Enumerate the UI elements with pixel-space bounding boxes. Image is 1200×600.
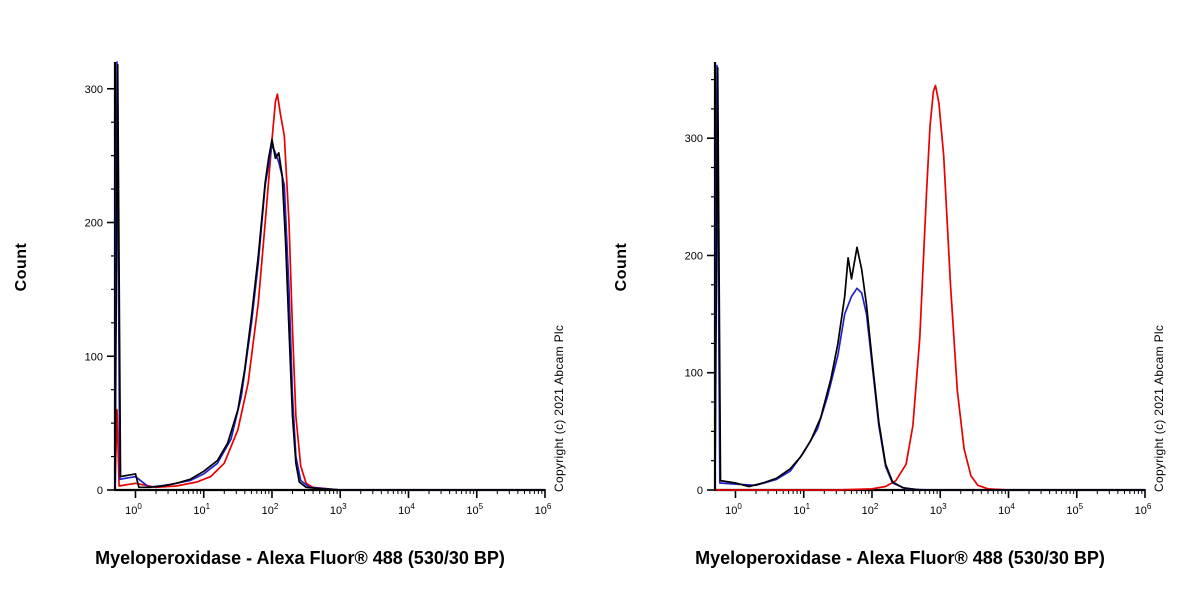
flow-histogram-panel-left: 0 100 200 300 100 101 102 103 104 105 106 Count Co… <box>13 61 566 568</box>
flow-histogram-panel-right: 0 100 200 300 100 101 102 103 104 105 106 Count Co… <box>600 0 1200 600</box>
svg-text:100: 100 <box>125 502 142 517</box>
x-axis-label: Myeloperoxidase - Alexa Fluor® 488 (530/… <box>95 548 505 568</box>
svg-text:200: 200 <box>85 218 103 230</box>
copyright-text: Copyright (c) 2021 Abcam Plc <box>1152 324 1166 492</box>
histogram-plot: 0 100 200 300 100 101 102 103 104 105 106 <box>85 61 552 517</box>
y-axis-label: Count <box>613 242 630 292</box>
svg-text:104: 104 <box>398 502 415 517</box>
svg-text:100: 100 <box>725 502 742 517</box>
svg-text:300: 300 <box>85 84 103 96</box>
svg-text:105: 105 <box>466 502 483 517</box>
svg-text:106: 106 <box>535 502 552 517</box>
svg-text:101: 101 <box>793 502 810 517</box>
svg-text:100: 100 <box>85 351 103 363</box>
svg-text:0: 0 <box>697 485 703 497</box>
svg-text:300: 300 <box>685 133 703 145</box>
svg-text:103: 103 <box>930 502 947 517</box>
svg-text:104: 104 <box>998 502 1015 517</box>
svg-text:200: 200 <box>685 250 703 262</box>
svg-text:100: 100 <box>685 368 703 380</box>
y-axis-label: Count <box>13 242 30 292</box>
svg-text:0: 0 <box>97 485 103 497</box>
copyright-text: Copyright (c) 2021 Abcam Plc <box>552 324 566 492</box>
svg-text:106: 106 <box>1135 502 1152 517</box>
svg-text:102: 102 <box>262 502 279 517</box>
x-axis-label: Myeloperoxidase - Alexa Fluor® 488 (530/… <box>695 548 1105 568</box>
histogram-plot: 0 100 200 300 100 101 102 103 104 105 106 <box>685 62 1152 517</box>
svg-text:101: 101 <box>193 502 210 517</box>
svg-text:102: 102 <box>862 502 879 517</box>
svg-text:105: 105 <box>1066 502 1083 517</box>
svg-text:103: 103 <box>330 502 347 517</box>
